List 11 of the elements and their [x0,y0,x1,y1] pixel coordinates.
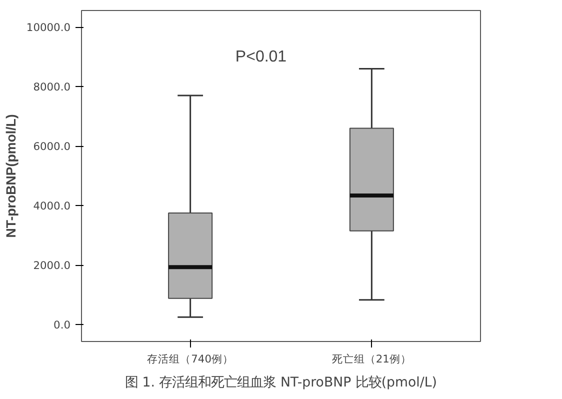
caption: 图 1. 存活组和死亡组血浆 NT-proBNP 比较(pmol/L) [125,374,437,390]
y-tick-label: 2000.0 [33,259,71,272]
y-tick-label: 4000.0 [33,200,71,213]
y-tick-label: 0.0 [54,318,71,332]
y-tick-label: 6000.0 [33,140,71,154]
x-tick-label: 死亡组（21例） [332,352,412,366]
y-tick-label: 10000.0 [26,21,71,34]
y-axis-title: NT-proBNP(pmol/L) [3,114,18,238]
annotation: P<0.01 [235,48,287,66]
y-tick-label: 8000.0 [33,80,71,94]
x-tick-label: 存活组（740例） [147,352,234,366]
